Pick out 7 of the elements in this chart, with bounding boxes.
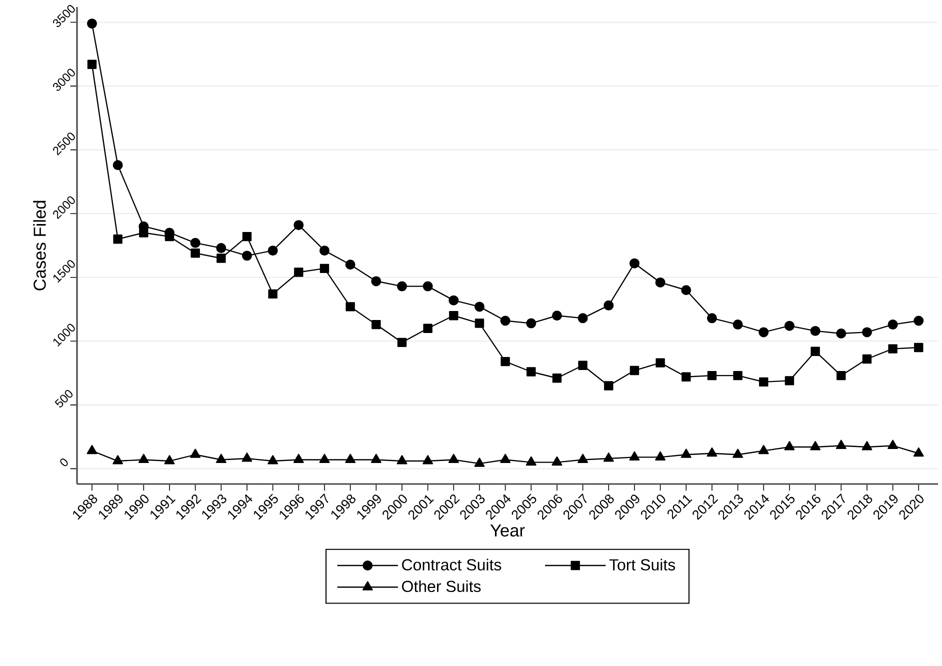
x-axis-title: Year	[490, 524, 525, 537]
y-axis-title: Cases Filed	[33, 200, 46, 290]
y-tick-label: 500	[54, 390, 73, 408]
legend-label: Contract Suits	[402, 558, 502, 570]
y-tick-label: 0	[60, 458, 68, 466]
legend-label: Other Suits	[402, 580, 481, 592]
legend-label: Tort Suits	[609, 558, 676, 570]
